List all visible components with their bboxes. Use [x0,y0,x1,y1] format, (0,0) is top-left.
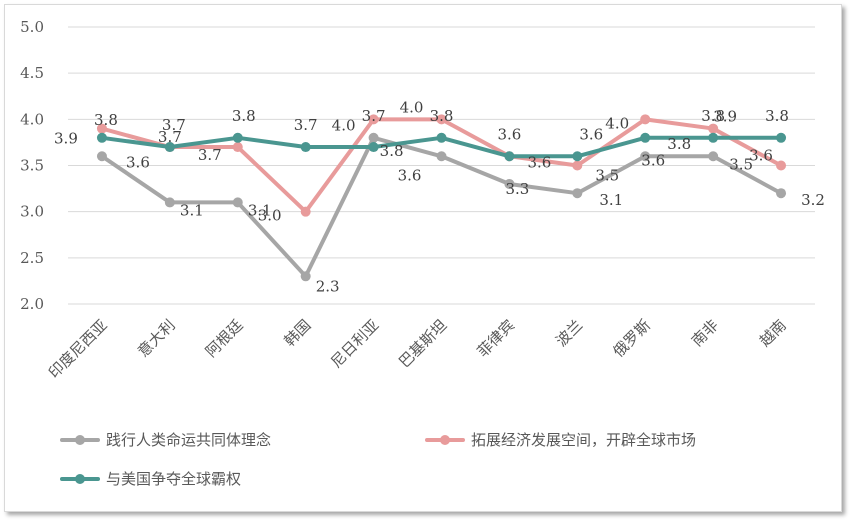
legend-label: 与美国争夺全球霸权 [106,470,241,488]
data-label: 3.8 [701,107,725,125]
data-labels: 3.63.1 3.12.33.73.63.33.13.6 3.53.23.9 3.73… [54,98,825,295]
data-label: 3.3 [505,180,529,198]
data-label: 3.7 [158,128,182,146]
data-point [572,160,583,171]
data-label: 3.7 [198,146,222,164]
data-label: 3.6 [749,147,773,165]
data-point [300,206,311,217]
legend-swatch-marker [75,474,85,484]
data-label: 3.5 [595,167,619,185]
data-label: 3.1 [248,201,272,219]
data-label: 3.1 [599,191,623,209]
x-axis: 印度尼西亚 意大利 阿根廷 韩国 尼日利亚 巴基斯坦 菲律宾 波兰 俄罗斯 南非 越南 [45,316,790,382]
data-point [300,271,311,282]
data-label: 3.5 [729,155,753,173]
legend-item-2: 与美国争夺全球霸权 [60,470,241,488]
data-point [776,132,787,143]
data-label: 3.1 [180,201,204,219]
y-tick-label: 4.0 [20,110,44,128]
x-tick-label: 印度尼西亚 [45,316,111,382]
data-label: 3.8 [94,111,118,129]
x-tick-label: 韩国 [281,316,315,350]
data-point [504,151,515,162]
data-label: 3.8 [232,107,256,125]
data-label: 4.0 [332,116,356,134]
data-label: 3.9 [713,108,737,126]
data-point [504,178,515,189]
data-point [164,197,175,208]
data-label: 3.8 [765,107,789,125]
x-tick-label: 南非 [688,316,722,350]
x-tick-label: 尼日利亚 [327,316,382,371]
data-point [776,188,787,199]
data-label: 3.6 [126,153,150,171]
data-label: 3.6 [579,125,603,143]
x-tick-label: 波兰 [552,316,586,350]
data-point [232,142,243,153]
y-tick-label: 5.0 [20,18,44,36]
data-point [96,132,107,143]
data-label: 3.9 [54,130,78,148]
legend-item-0: 践行人类命运共同体理念 [60,431,271,449]
data-point [232,132,243,143]
data-point [708,132,719,143]
gridlines [68,26,815,305]
x-tick-label: 巴基斯坦 [395,316,450,371]
data-point [708,151,719,162]
data-label: 4.0 [605,114,629,132]
data-point [776,160,787,171]
data-point [96,123,107,134]
y-tick-label: 3.5 [20,157,44,175]
data-point [640,151,651,162]
y-tick-label: 2.0 [20,295,44,313]
data-point [708,123,719,134]
x-tick-label: 阿根廷 [202,316,247,361]
data-label: 3.8 [667,135,691,153]
data-label: 3.6 [641,151,665,169]
data-point [300,142,311,153]
data-label: 3.6 [497,125,521,143]
data-label: 3.6 [527,153,551,171]
data-point [436,114,447,125]
data-point [572,151,583,162]
legend-swatch-marker [75,435,85,445]
data-label: 3.6 [398,166,422,184]
data-point [96,151,107,162]
data-point [368,142,379,153]
data-label: 2.3 [316,277,340,295]
series-lines [96,114,787,282]
legend-label: 践行人类命运共同体理念 [106,431,271,449]
y-tick-label: 2.5 [20,249,44,267]
x-tick-label: 越南 [756,316,790,350]
data-label: 3.0 [258,207,282,225]
data-label: 3.7 [294,116,318,134]
legend-item-1: 拓展经济发展空间，开辟全球市场 [425,431,696,449]
x-tick-label: 俄罗斯 [609,316,654,361]
data-point [436,132,447,143]
y-tick-label: 3.0 [20,203,44,221]
y-axis: 2.0 2.5 3.0 3.5 4.0 4.5 5.0 [20,18,44,313]
data-label: 3.7 [362,107,386,125]
data-point [368,132,379,143]
data-point [640,132,651,143]
data-label: 3.8 [430,107,454,125]
data-label: 3.7 [162,116,186,134]
data-point [232,197,243,208]
x-tick-label: 意大利 [134,316,179,361]
y-tick-label: 4.5 [20,64,44,82]
data-label: 4.0 [400,98,424,116]
data-point [640,114,651,125]
data-label: 3.8 [380,142,404,160]
data-point [436,151,447,162]
legend-label: 拓展经济发展空间，开辟全球市场 [471,431,696,449]
data-point [368,114,379,125]
data-point [572,188,583,199]
legend-swatch-marker [440,435,450,445]
data-point [164,142,175,153]
x-tick-label: 菲律宾 [474,316,519,361]
data-label: 3.2 [801,191,825,209]
